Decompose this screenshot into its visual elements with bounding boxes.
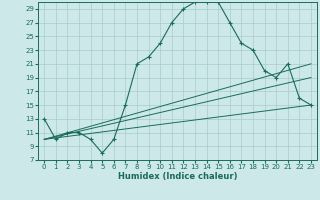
X-axis label: Humidex (Indice chaleur): Humidex (Indice chaleur) [118,172,237,181]
